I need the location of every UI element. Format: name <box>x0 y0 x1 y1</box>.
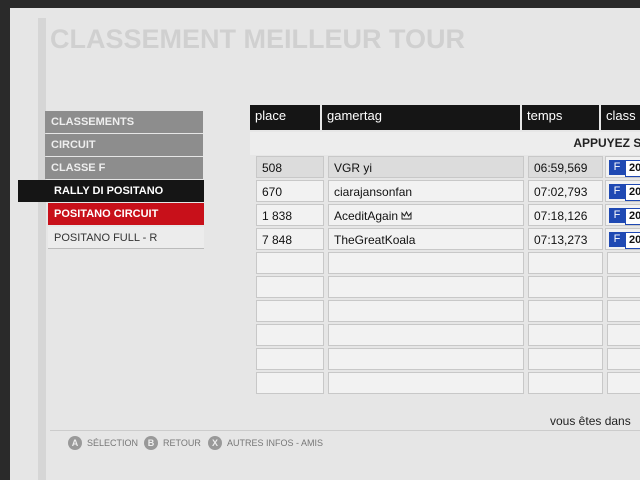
table-cell: 670 <box>256 180 324 202</box>
table-cell: VGR yi <box>328 156 524 178</box>
empty-cell <box>528 324 603 346</box>
table-cell: 1 838 <box>256 204 324 226</box>
table-cell: TheGreatKoala <box>328 228 524 250</box>
empty-cell <box>256 324 324 346</box>
column-header: gamertag <box>322 105 520 130</box>
class-badge: F <box>609 184 625 199</box>
class-rating: 20 <box>625 232 640 249</box>
button-label: RETOUR <box>163 438 201 448</box>
empty-cell <box>528 276 603 298</box>
menu-item[interactable]: CLASSE F <box>45 157 203 179</box>
table-cell: AceditAgain <box>328 204 524 226</box>
button-label: AUTRES INFOS - AMIS <box>227 438 324 448</box>
empty-cell <box>328 276 524 298</box>
side-band <box>38 18 46 480</box>
empty-cell <box>328 300 524 322</box>
empty-cell <box>607 372 640 394</box>
table-cell: 508 <box>256 156 324 178</box>
page-title: CLASSEMENT MEILLEUR TOUR <box>50 24 466 54</box>
empty-cell <box>528 348 603 370</box>
empty-cell <box>328 324 524 346</box>
empty-cell <box>607 276 640 298</box>
class-cell: F 20 <box>605 156 640 178</box>
class-badge: F <box>609 232 625 247</box>
empty-cell <box>256 276 324 298</box>
button-key: A <box>68 436 82 450</box>
footer-button[interactable]: B RETOUR <box>144 436 201 450</box>
empty-cell <box>256 348 324 370</box>
class-rating: 20 <box>625 208 640 225</box>
column-header: class <box>601 105 640 130</box>
column-header: place <box>250 105 320 130</box>
menu-item[interactable]: POSITANO CIRCUIT <box>48 203 204 225</box>
menu-item[interactable]: CIRCUIT <box>45 134 203 156</box>
class-rating: 20 <box>625 184 640 201</box>
empty-cell <box>328 348 524 370</box>
table-cell: 07:18,126 <box>528 204 603 226</box>
button-label: SÉLECTION <box>87 438 139 448</box>
empty-cell <box>607 252 640 274</box>
table-cell: 7 848 <box>256 228 324 250</box>
empty-cell <box>328 252 524 274</box>
empty-cell <box>528 252 603 274</box>
button-key: X <box>208 436 222 450</box>
table-cell: 06:59,569 <box>528 156 603 178</box>
table-cell: 07:13,273 <box>528 228 603 250</box>
empty-cell <box>256 252 324 274</box>
screen: CLASSEMENT MEILLEUR TOUR CLASSEMENTS CIRC… <box>10 8 640 480</box>
empty-cell <box>607 348 640 370</box>
empty-cell <box>607 324 640 346</box>
footer-button[interactable]: X AUTRES INFOS - AMIS <box>208 436 323 450</box>
table-cell: ciarajansonfan <box>328 180 524 202</box>
banner-text: APPUYEZ SU <box>573 136 640 150</box>
class-cell: F 20 <box>605 228 640 250</box>
button-key: B <box>144 436 158 450</box>
footer-button[interactable]: A SÉLECTION <box>68 436 138 450</box>
table-cell: 07:02,793 <box>528 180 603 202</box>
class-rating: 20 <box>625 160 640 177</box>
menu-item[interactable]: POSITANO FULL - R <box>48 227 204 249</box>
crown-icon <box>401 210 412 220</box>
empty-cell <box>256 372 324 394</box>
empty-cell <box>607 300 640 322</box>
class-cell: F 20 <box>605 180 640 202</box>
footer-divider <box>50 430 640 431</box>
class-cell: F 20 <box>605 204 640 226</box>
empty-cell <box>328 372 524 394</box>
empty-cell <box>528 300 603 322</box>
column-header: temps <box>522 105 599 130</box>
empty-cell <box>256 300 324 322</box>
banner-row: APPUYEZ SU <box>250 132 640 155</box>
menu-item[interactable]: RALLY DI POSITANO <box>18 180 204 202</box>
class-badge: F <box>609 160 625 175</box>
status-text: vous êtes dans <box>550 414 631 428</box>
class-badge: F <box>609 208 625 223</box>
empty-cell <box>528 372 603 394</box>
menu-item[interactable]: CLASSEMENTS <box>45 111 203 133</box>
